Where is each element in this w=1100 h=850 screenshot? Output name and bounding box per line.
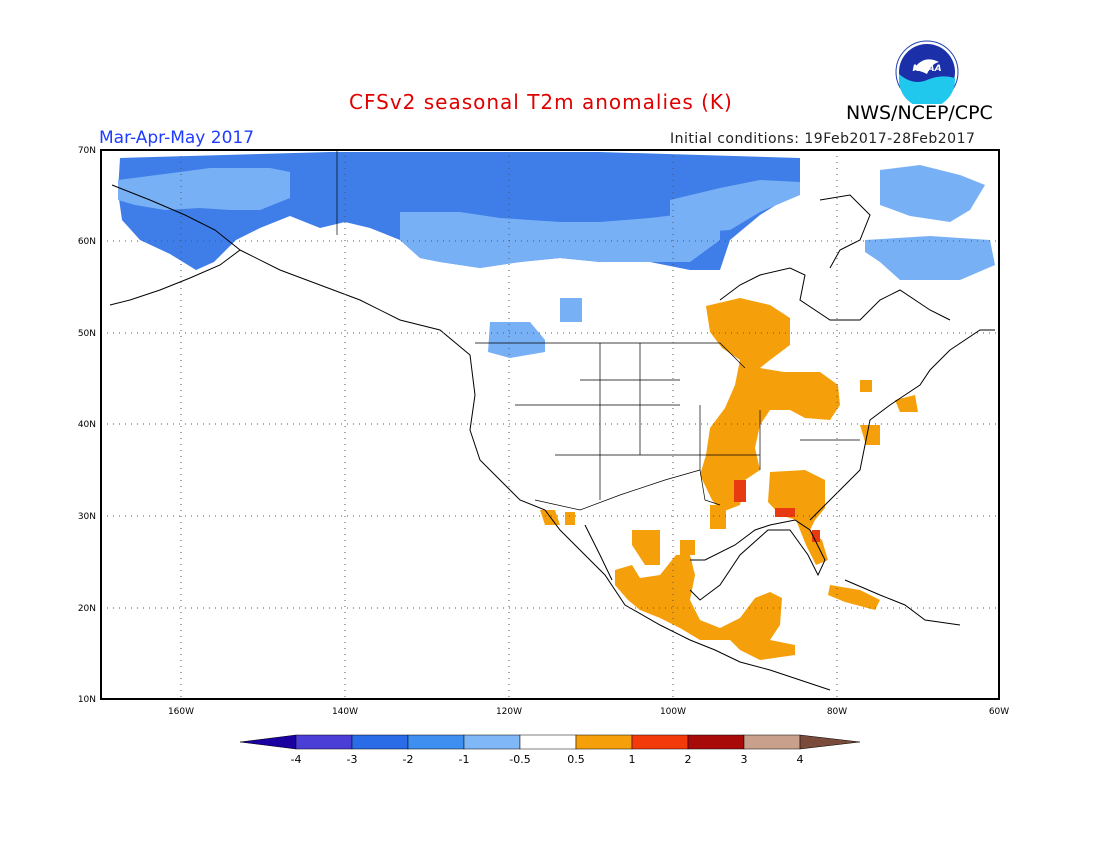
cold-anomaly-light [118, 168, 290, 210]
colorbar-swatch [463, 734, 521, 750]
colorbar-swatch [295, 734, 353, 750]
warm-anomaly-region [710, 505, 726, 529]
lon-tick: 140W [332, 707, 358, 717]
warm-anomaly-region [828, 585, 880, 610]
colorbar-label: -1 [459, 753, 470, 766]
colorbar-label: 0.5 [567, 753, 585, 766]
lon-tick: 120W [496, 707, 522, 717]
warm-anomaly-region [895, 395, 918, 412]
warm-anomaly-region [632, 530, 660, 565]
lat-tick: 40N [78, 420, 96, 430]
lat-tick: 50N [78, 329, 96, 339]
colorbar-label: 3 [741, 753, 748, 766]
warm-anomaly-region [860, 380, 872, 392]
colorbar-swatch [351, 734, 409, 750]
colorbar-label: -3 [347, 753, 358, 766]
cold-anomaly-light [560, 298, 582, 322]
lon-tick: 160W [168, 707, 194, 717]
colorbar-label: 2 [685, 753, 692, 766]
colorbar-label: -2 [403, 753, 414, 766]
colorbar-swatch [743, 734, 801, 750]
coastlines [109, 184, 995, 691]
hot-anomaly-spot [734, 480, 746, 502]
latitude-ticks: 70N 60N 50N 40N 30N 20N 10N [78, 146, 96, 705]
noaa-logo-icon: NOAA [895, 40, 959, 104]
forecast-period: Mar-Apr-May 2017 [99, 128, 255, 148]
colorbar: -4 -3 -2 -1 -0.5 0.5 1 2 3 4 [239, 734, 861, 766]
svg-text:NOAA: NOAA [912, 64, 941, 74]
cold-anomaly-light [488, 322, 545, 358]
colorbar-label: -4 [291, 753, 302, 766]
chart-title: CFSv2 seasonal T2m anomalies (K) [349, 90, 733, 114]
lat-tick: 60N [78, 237, 96, 247]
lon-tick: 100W [660, 707, 686, 717]
colorbar-swatch [631, 734, 689, 750]
hot-anomaly-spot [812, 530, 820, 542]
lat-tick: 70N [78, 146, 96, 156]
lon-tick: 60W [989, 707, 1009, 717]
warm-anomaly-region [860, 425, 880, 445]
country-state-borders [336, 150, 860, 511]
warm-anomaly-region [680, 540, 695, 555]
center-label: NWS/NCEP/CPC [846, 102, 993, 124]
colorbar-label: 4 [797, 753, 804, 766]
cold-anomaly-light [400, 212, 720, 268]
longitude-ticks: 160W 140W 120W 100W 80W 60W [168, 707, 1009, 717]
colorbar-swatch [407, 734, 465, 750]
warm-anomaly-region [768, 470, 828, 565]
anomaly-field [109, 150, 995, 691]
colorbar-arrow-left [239, 734, 297, 750]
lat-tick: 20N [78, 604, 96, 614]
cold-anomaly-light [670, 180, 800, 232]
warm-anomaly-region [700, 298, 840, 512]
lon-tick: 80W [827, 707, 847, 717]
cold-anomaly-light [865, 236, 995, 280]
colorbar-swatch [575, 734, 633, 750]
hot-anomaly-spot [775, 508, 795, 517]
colorbar-swatch [687, 734, 745, 750]
warm-anomaly-region [565, 512, 575, 525]
cold-anomaly-light [880, 165, 985, 222]
lat-tick: 30N [78, 512, 96, 522]
colorbar-arrow-right [799, 734, 861, 750]
map-frame [100, 149, 1000, 700]
colorbar-label: -0.5 [509, 753, 530, 766]
initial-conditions: Initial conditions: 19Feb2017-28Feb2017 [670, 131, 976, 147]
warm-anomaly-region [615, 555, 795, 660]
colorbar-swatch [519, 734, 577, 750]
colorbar-label: 1 [629, 753, 636, 766]
lat-tick: 10N [78, 695, 96, 705]
